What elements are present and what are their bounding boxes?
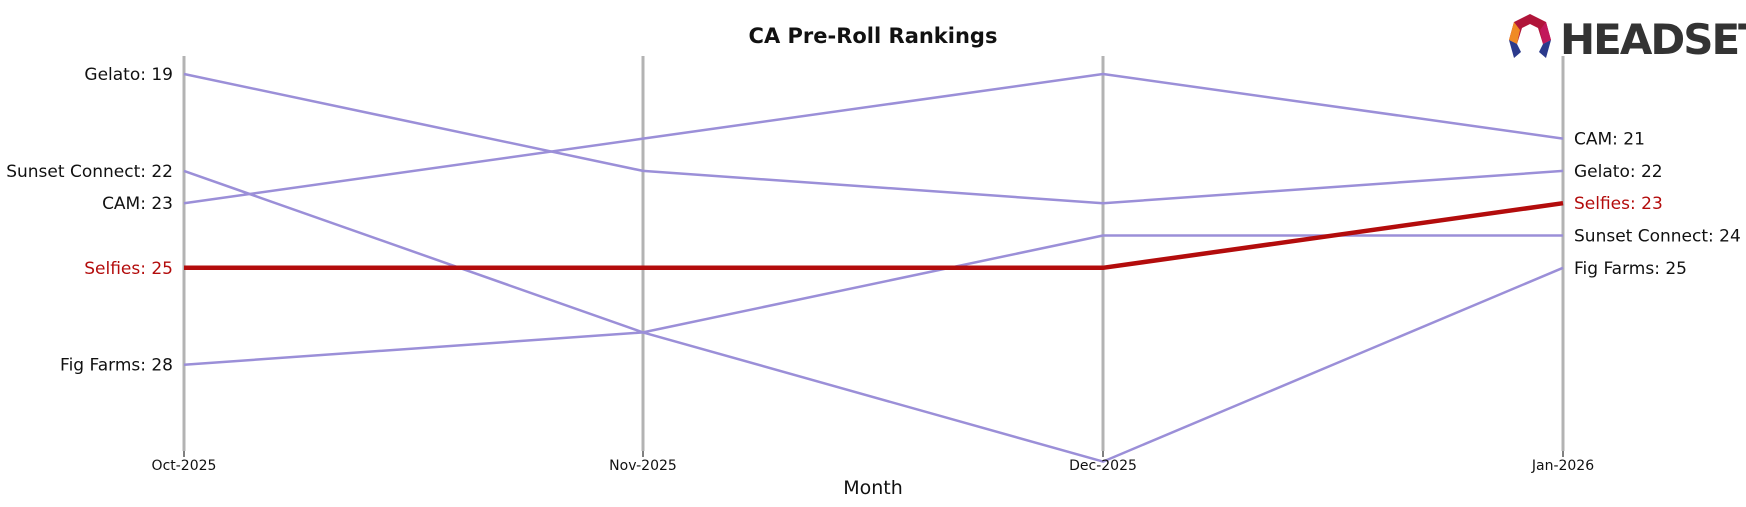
x-tick-label: Nov-2025: [609, 458, 677, 474]
chart-title: CA Pre-Roll Rankings: [749, 24, 998, 48]
series-end-label: Sunset Connect: 24: [1574, 227, 1741, 247]
headset-logo-text: HEADSET: [1560, 15, 1746, 64]
series-end-label: Fig Farms: 25: [1574, 259, 1687, 279]
series-line: [183, 266, 1564, 463]
x-tick-label: Oct-2025: [152, 458, 217, 474]
month-axes: [182, 56, 1565, 457]
headset-logo: HEADSET: [1509, 14, 1746, 64]
series-line: [184, 200, 1564, 271]
x-tick-label: Dec-2025: [1069, 458, 1137, 474]
x-axis-label: Month: [843, 477, 903, 499]
series-line: [183, 72, 1564, 205]
series-start-label: Sunset Connect: 22: [6, 162, 173, 182]
series-labels: Gelato: 19 Gelato: 22 Sunset Connect: 22 Su…: [6, 65, 1741, 376]
series-end-label: Gelato: 22: [1574, 162, 1663, 182]
x-tick-labels: Oct-2025 Nov-2025 Dec-2025 Jan-2026: [152, 458, 1595, 474]
series-start-label: Gelato: 19: [84, 65, 173, 85]
series-start-label: Fig Farms: 28: [60, 356, 173, 376]
series-end-label: CAM: 21: [1574, 130, 1645, 150]
series-line: [183, 72, 1564, 205]
series-end-label: Selfies: 23: [1574, 194, 1663, 214]
series-lines: [183, 72, 1564, 463]
x-tick-label: Jan-2026: [1531, 458, 1594, 474]
series-line: [183, 169, 1563, 334]
series-start-label: Selfies: 25: [84, 259, 173, 279]
headset-logo-icon: [1509, 14, 1551, 58]
series-start-label: CAM: 23: [102, 194, 173, 214]
